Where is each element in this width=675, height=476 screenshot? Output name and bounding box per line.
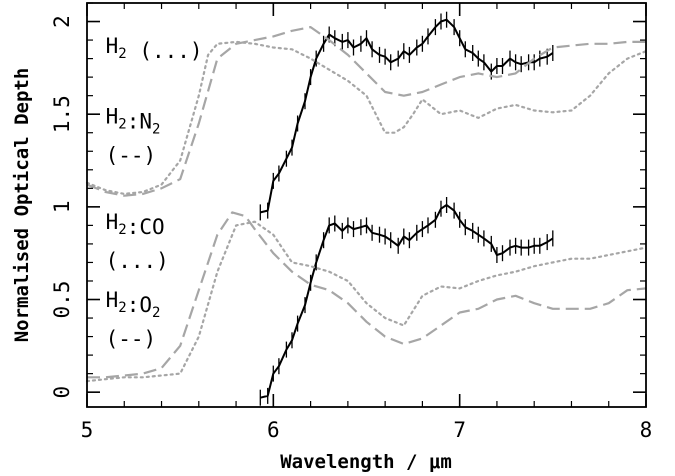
y-tick-label: 1 bbox=[50, 201, 74, 214]
y-tick-label: 2 bbox=[50, 15, 74, 28]
series-line-4 bbox=[260, 204, 554, 399]
series-line-1 bbox=[260, 18, 554, 214]
annotation-layer: H2 (...) H2:N2 (--) H2:CO (...) H2:O2 (--) bbox=[106, 34, 203, 351]
y-tick-label: 0.5 bbox=[50, 281, 74, 319]
x-tick-label: 7 bbox=[453, 418, 466, 442]
annotation-label-1: H2 (...) bbox=[106, 34, 203, 63]
x-axis-title: Wavelength / μm bbox=[280, 451, 452, 473]
annotation-label-3: (--) bbox=[106, 143, 157, 167]
x-tick-label: 6 bbox=[267, 418, 280, 442]
annotation-label-5: (...) bbox=[106, 249, 169, 273]
series-line-5 bbox=[87, 211, 647, 379]
series-line-6 bbox=[85, 220, 648, 383]
annotation-label-6: H2:O2 bbox=[106, 288, 161, 321]
x-tick-label: 8 bbox=[640, 418, 653, 442]
tick-layer: 5 6 7 8 0 0.5 1 1.5 2 bbox=[50, 2, 653, 442]
x-tick-label: 5 bbox=[81, 418, 94, 442]
y-axis-title: Normalised Optical Depth bbox=[11, 68, 33, 343]
annotation-label-7: (--) bbox=[106, 327, 157, 351]
annotation-label-4: H2:CO bbox=[106, 210, 165, 239]
series-layer bbox=[85, 11, 648, 406]
plot-frame bbox=[86, 2, 647, 408]
series-line-2 bbox=[86, 26, 646, 197]
y-tick-label: 0 bbox=[50, 386, 74, 399]
y-tick-label: 1.5 bbox=[50, 95, 74, 133]
series-line-3 bbox=[85, 40, 648, 195]
annotation-label-2: H2:N2 bbox=[106, 105, 161, 138]
